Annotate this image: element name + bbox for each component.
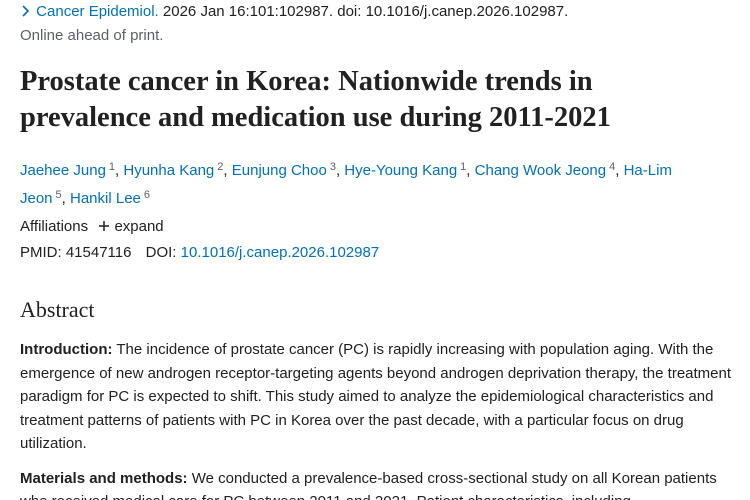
author-link[interactable]: Chang Wook Jeong — [474, 162, 607, 179]
journal-link[interactable]: Cancer Epidemiol. — [36, 3, 159, 20]
section-label: Introduction: — [20, 341, 113, 358]
author-link[interactable]: Eunjung Choo — [231, 162, 327, 179]
pmid-label: PMID: — [20, 244, 62, 261]
author-separator: , — [223, 162, 228, 179]
chevron-icon — [22, 5, 30, 17]
abstract-body: Introduction: The incidence of prostate … — [20, 338, 732, 500]
author-separator: , — [615, 162, 620, 179]
expand-label[interactable]: expand — [114, 218, 164, 235]
section-label: Materials and methods: — [20, 469, 188, 487]
citation: Cancer Epidemiol. 2026 Jan 16:101:102987… — [20, 3, 568, 21]
author-separator: , — [466, 162, 471, 179]
author-link[interactable]: Jaehee Jung — [20, 162, 106, 179]
affiliations-label: Affiliations — [20, 218, 89, 235]
publication-status: Online ahead of print. — [20, 27, 164, 44]
affiliation-number: 3 — [329, 161, 336, 173]
author-separator: , — [61, 190, 66, 207]
author-separator: , — [115, 162, 120, 179]
abstract-section: Materials and methods: We conducted a pr… — [20, 467, 732, 500]
author-link[interactable]: Ha-Lim Jeon — [20, 162, 672, 207]
doi-label: DOI: — [145, 244, 177, 261]
affiliation-number: 5 — [55, 189, 62, 201]
abstract-section: Introduction: The incidence of prostate … — [20, 338, 732, 456]
affiliation-number: 4 — [609, 161, 616, 173]
author-separator: , — [335, 162, 341, 179]
abstract-heading: Abstract — [20, 297, 95, 322]
doi-link[interactable]: 10.1016/j.canep.2026.102987 — [180, 244, 380, 261]
identifiers: PMID: 41547116 DOI: 10.1016/j.canep.2026… — [20, 243, 379, 263]
affiliation-number: 1 — [460, 161, 467, 173]
affiliations: Affiliations expand — [20, 217, 164, 237]
author-link[interactable]: Hye-Young Kang — [344, 162, 458, 179]
affiliation-number: 2 — [217, 161, 224, 173]
author-list: Jaehee Jung 1, Hyunha Kang 2, Eunjung Choo… — [20, 155, 720, 211]
section-text: We conducted a prevalence-based cross-se… — [20, 469, 717, 500]
citation-details: 2026 Jan 16:101:102987. doi: 10.1016/j.c… — [158, 3, 569, 20]
plus-icon — [99, 221, 110, 231]
expand-button[interactable]: expand — [98, 218, 164, 235]
affiliation-number: 1 — [108, 161, 116, 173]
section-text: The incidence of prostate cancer (PC) is… — [20, 341, 732, 452]
pmid: 41547116 — [65, 244, 132, 261]
author-link[interactable]: Hyunha Kang — [123, 162, 215, 179]
article-title: Prostate cancer in Korea: Nationwide tre… — [20, 66, 611, 133]
author-link[interactable]: Hankil Lee — [70, 190, 141, 207]
affiliation-number: 6 — [143, 189, 151, 201]
